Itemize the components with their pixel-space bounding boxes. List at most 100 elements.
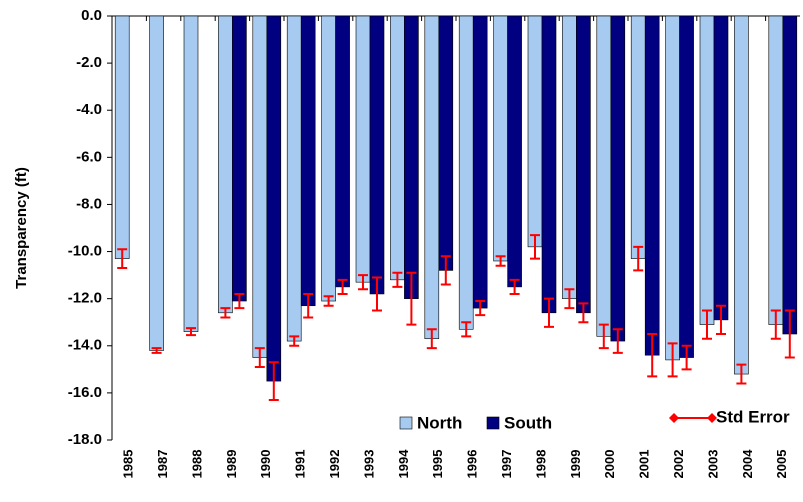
x-tick-label: 1998 (533, 450, 548, 479)
x-tick-label: 1989 (224, 450, 239, 479)
error-bar (530, 234, 540, 260)
error-bar (268, 361, 279, 401)
error-bar (440, 255, 451, 286)
bar (404, 15, 419, 299)
y-tick-label: -2.0 (76, 54, 102, 71)
x-tick-label: 2002 (671, 450, 686, 479)
x-tick-label: 2005 (774, 450, 789, 479)
x-tick-label: 1990 (258, 450, 273, 479)
x-tick-label: 1993 (361, 450, 376, 479)
legend-swatch (399, 416, 413, 430)
bar (679, 15, 694, 358)
bar (644, 15, 660, 356)
error-bar (633, 245, 644, 272)
bar (369, 15, 385, 295)
error-bar (372, 276, 382, 312)
error-bar (186, 327, 196, 337)
legend-label: North (417, 413, 462, 432)
bar (527, 15, 543, 248)
bar (782, 15, 798, 335)
bar (610, 15, 626, 342)
bar (321, 15, 336, 302)
error-bar (681, 344, 692, 371)
error-bar (509, 278, 520, 295)
bar (286, 15, 302, 342)
bar (355, 15, 371, 283)
bar (232, 15, 247, 302)
bar (665, 15, 680, 361)
error-bar (647, 333, 658, 378)
error-bar (475, 300, 486, 317)
error-bar (784, 309, 795, 359)
y-tick-label: 0.0 (81, 7, 102, 24)
y-tick-label: -4.0 (76, 101, 102, 118)
bar (438, 15, 454, 271)
error-bar (151, 347, 162, 354)
bar (734, 15, 749, 375)
bar (114, 15, 130, 259)
x-tick-label: 1992 (327, 450, 342, 479)
y-tick-label: -6.0 (76, 148, 102, 165)
bar (596, 15, 612, 337)
legend-swatch (486, 416, 500, 430)
error-bar (220, 307, 231, 319)
error-bar (495, 255, 506, 267)
x-tick-label: 1996 (465, 450, 480, 479)
legend-error-marker (707, 413, 717, 423)
bar (630, 15, 646, 259)
error-bar (716, 304, 726, 335)
error-bar (667, 342, 678, 378)
error-bar (736, 363, 747, 385)
x-tick-label: 1999 (568, 450, 583, 479)
bar (300, 15, 316, 307)
error-bar (358, 274, 368, 291)
error-bar (323, 295, 334, 307)
x-tick-label: 2004 (740, 449, 755, 479)
bar (335, 15, 350, 288)
y-axis-label: Transparency (ft) (13, 167, 30, 289)
x-tick-label: 1987 (155, 450, 170, 479)
y-tick-label: -8.0 (76, 195, 102, 212)
x-tick-label: 2001 (637, 450, 652, 479)
error-bar (254, 347, 265, 368)
bar (472, 15, 488, 309)
bar (266, 15, 282, 382)
bar (218, 15, 233, 314)
x-tick-label: 1995 (430, 450, 445, 479)
x-tick-label: 1994 (396, 449, 411, 479)
error-bar (770, 309, 781, 340)
bar (699, 15, 715, 325)
y-tick-label: -16.0 (68, 384, 102, 401)
legend-label: South (504, 413, 552, 432)
bar (541, 15, 557, 314)
y-tick-label: -14.0 (68, 337, 102, 354)
legend-error-marker (669, 413, 679, 423)
bar (507, 15, 522, 288)
y-tick-label: -18.0 (68, 431, 102, 448)
y-tick-label: -10.0 (68, 243, 102, 260)
bar (562, 15, 577, 299)
error-bar (578, 302, 589, 324)
error-bar (289, 335, 300, 347)
bar (149, 15, 164, 351)
bar (252, 15, 268, 358)
y-tick-label: -12.0 (68, 290, 102, 307)
error-bar (461, 321, 472, 338)
bar (576, 15, 591, 314)
error-bar (117, 248, 128, 270)
bar (424, 15, 440, 340)
error-bar (544, 297, 554, 328)
error-bar (234, 292, 245, 310)
error-bar (406, 271, 417, 326)
error-bar (337, 278, 348, 295)
x-tick-label: 2003 (705, 450, 720, 479)
bar (183, 15, 199, 332)
bar (768, 15, 784, 325)
error-bar (598, 323, 609, 350)
bar (493, 15, 508, 262)
bar (458, 15, 474, 330)
error-bar (564, 288, 575, 310)
x-tick-label: 1985 (121, 450, 136, 479)
error-bar (426, 328, 437, 350)
